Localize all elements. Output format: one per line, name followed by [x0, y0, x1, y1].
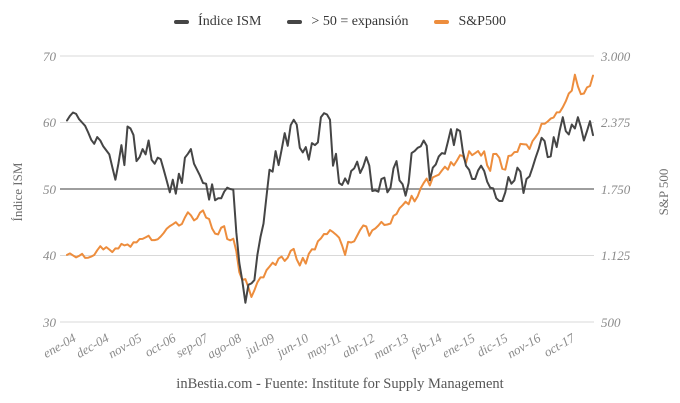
legend-marker-ism-icon	[174, 20, 190, 24]
legend-label-sp500: S&P500	[458, 14, 506, 29]
legend-label-expansion: > 50 = expansión	[311, 14, 409, 29]
left-axis-tick-label: 60	[43, 115, 56, 130]
legend-marker-expansion-icon	[287, 20, 303, 24]
gridlines	[60, 55, 594, 323]
legend-label-ism: Índice ISM	[198, 14, 262, 29]
legend-item-ism[interactable]: Índice ISM	[174, 15, 261, 29]
right-axis-tick-label: 500	[601, 314, 621, 330]
legend-item-expansion[interactable]: > 50 = expansión	[287, 15, 408, 29]
legend-marker-sp500-icon	[434, 20, 450, 24]
left-axis-tick-label: 70	[43, 48, 56, 64]
right-axis-tick-label: 1.750	[601, 181, 631, 197]
sp500-line	[66, 73, 594, 298]
left-axis-tick-label: 40	[43, 248, 56, 263]
legend-item-sp500[interactable]: S&P500	[434, 14, 506, 29]
right-axis-tick-label: 2.375	[601, 115, 631, 130]
ism-line	[66, 111, 594, 304]
left-axis-tick-label: 50	[43, 181, 56, 197]
left-axis-tick-label: 30	[43, 314, 56, 330]
chart-source-caption: inBestia.com - Fuente: Institute for Sup…	[176, 376, 504, 392]
right-axis-tick-label: 3.000	[601, 48, 631, 64]
right-axis-tick-label: 1.125	[601, 248, 631, 263]
chart-legend: Índice ISM > 50 = expansión S&P500	[0, 15, 680, 29]
